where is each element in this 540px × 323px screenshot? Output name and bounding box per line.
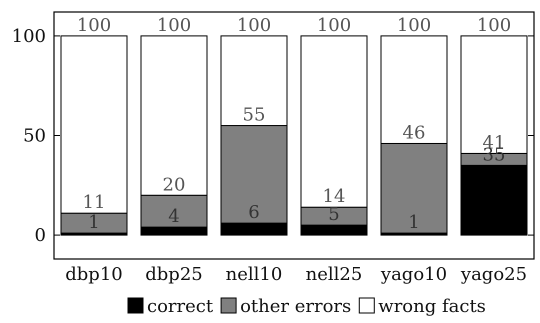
bar-segment-correct	[220, 222, 288, 236]
bar-segment-wrong-facts	[380, 35, 448, 144]
correct-label: 5	[328, 204, 339, 225]
legend: correct other errors wrong facts	[127, 296, 486, 317]
errors-label: 41	[483, 132, 506, 153]
bar-segment-correct	[460, 164, 528, 236]
total-label: 100	[317, 15, 351, 36]
bar-segment-wrong-facts	[300, 35, 368, 208]
x-tick-label: dbp25	[145, 264, 202, 285]
bar-segment-correct	[300, 224, 368, 236]
total-label: 100	[477, 15, 511, 36]
total-label: 100	[157, 15, 191, 36]
correct-label: 4	[168, 206, 179, 227]
total-label: 100	[397, 15, 431, 36]
correct-label: 1	[408, 212, 419, 233]
x-tick-label: nell10	[226, 264, 283, 285]
bar-segment-wrong-facts	[220, 35, 288, 127]
legend-label: wrong facts	[378, 296, 486, 317]
x-tick-label: yago10	[380, 264, 447, 285]
x-tick-label: yago25	[460, 264, 527, 285]
bar-segment-wrong-facts	[140, 35, 208, 196]
bar-segment-correct	[140, 226, 208, 236]
correct-label: 1	[88, 212, 99, 233]
errors-label: 55	[243, 105, 266, 126]
x-tick-label: dbp10	[65, 264, 122, 285]
errors-label: 46	[403, 122, 426, 143]
y-axis: 0 50 100	[12, 26, 534, 246]
y-tick-label: 50	[23, 126, 46, 147]
x-tick-label: nell25	[306, 264, 363, 285]
correct-label: 6	[248, 202, 259, 223]
legend-label: correct	[147, 296, 214, 317]
bar-segment-other-errors	[220, 125, 288, 224]
legend-swatch-wrong-facts	[358, 297, 375, 314]
total-label: 100	[237, 15, 271, 36]
errors-label: 14	[323, 186, 346, 207]
correct-label: 35	[483, 144, 506, 165]
bar-segment-wrong-facts	[460, 35, 528, 154]
legend-swatch-correct	[127, 297, 144, 314]
y-tick-label: 0	[35, 225, 46, 246]
errors-label: 11	[83, 192, 106, 213]
legend-swatch-other-errors	[220, 297, 237, 314]
bar-segment-other-errors	[140, 194, 208, 228]
legend-label: other errors	[240, 296, 351, 317]
total-label: 100	[77, 15, 111, 36]
x-axis: dbp10 dbp25 nell10 nell25 yago10 yago25	[65, 264, 527, 285]
errors-label: 20	[163, 174, 186, 195]
bar-segment-wrong-facts	[60, 35, 128, 214]
y-tick-label: 100	[12, 26, 46, 47]
